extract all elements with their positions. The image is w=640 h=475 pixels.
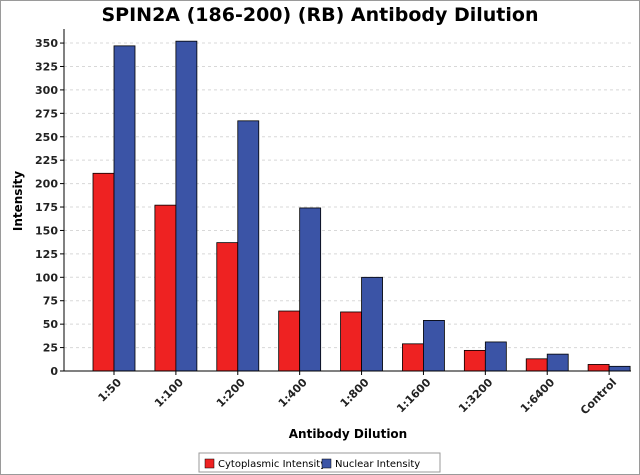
legend-box xyxy=(198,452,441,473)
y-tick-label: 25 xyxy=(43,342,58,355)
y-tick-label: 175 xyxy=(35,201,58,214)
bar-nuclear-5 xyxy=(423,320,445,372)
y-axis-ticks: 0 25 50 75 100 125 150 175 200 225 250 275 300 325 350 xyxy=(35,37,64,378)
bar-cytoplasmic-0 xyxy=(92,172,115,372)
bar-cytoplasmic-5 xyxy=(402,343,424,372)
chart-title: SPIN2A (186-200) (RB) Antibody Dilution xyxy=(102,4,539,26)
bar-cytoplasmic-7 xyxy=(525,358,548,372)
y-tick-label: 0 xyxy=(50,365,58,378)
x-tick-label: 1:50 xyxy=(96,376,125,405)
y-axis-label: Intensity xyxy=(11,171,25,231)
x-tick-label: 1:1600 xyxy=(394,376,434,416)
bar-nuclear-2 xyxy=(237,120,260,372)
x-tick-label: 1:400 xyxy=(276,376,310,410)
legend-swatch-nuclear xyxy=(321,458,332,469)
x-tick-label: Control xyxy=(578,376,619,417)
legend-swatch-cytoplasmic xyxy=(204,458,215,469)
legend-label-cytoplasmic: Cytoplasmic Intensity xyxy=(218,459,326,470)
y-tick-label: 200 xyxy=(35,178,58,191)
legend: Cytoplasmic Intensity Nuclear Intensity xyxy=(198,452,441,473)
legend-label-nuclear: Nuclear Intensity xyxy=(335,459,420,470)
y-tick-label: 300 xyxy=(35,84,58,97)
y-tick-label: 100 xyxy=(35,271,58,284)
x-tick-label: 1:100 xyxy=(152,376,186,410)
bar-cytoplasmic-6 xyxy=(463,349,486,372)
bar-nuclear-1 xyxy=(175,40,198,372)
bar-nuclear-3 xyxy=(299,207,322,372)
y-tick-label: 250 xyxy=(35,131,58,144)
bar-cytoplasmic-1 xyxy=(154,204,177,372)
x-tick-label: 1:800 xyxy=(338,376,372,410)
x-axis-label: Antibody Dilution xyxy=(289,427,407,441)
bar-nuclear-8 xyxy=(608,365,631,372)
bar-nuclear-6 xyxy=(484,341,507,372)
y-tick-label: 150 xyxy=(35,224,58,237)
y-tick-label: 325 xyxy=(35,60,58,73)
bars xyxy=(92,40,631,372)
y-tick-label: 125 xyxy=(35,248,58,261)
x-axis-ticks: 1:50 1:100 1:200 1:400 1:800 1:1600 1:3200 1:64… xyxy=(96,371,619,417)
bar-cytoplasmic-3 xyxy=(278,310,301,372)
y-tick-label: 225 xyxy=(35,154,58,167)
bar-cytoplasmic-2 xyxy=(216,242,239,372)
x-tick-label: 1:200 xyxy=(214,376,248,410)
bar-nuclear-7 xyxy=(546,353,569,372)
x-tick-label: 1:3200 xyxy=(456,376,496,416)
y-tick-label: 50 xyxy=(43,318,59,331)
bar-nuclear-4 xyxy=(361,276,383,372)
y-tick-label: 75 xyxy=(43,295,58,308)
y-tick-label: 275 xyxy=(35,107,58,120)
x-tick-label: 1:6400 xyxy=(518,376,558,416)
bar-cytoplasmic-4 xyxy=(340,311,362,372)
grid-lines xyxy=(64,42,631,349)
bar-nuclear-0 xyxy=(113,45,136,372)
bar-cytoplasmic-8 xyxy=(587,364,610,372)
y-tick-label: 350 xyxy=(35,37,58,50)
